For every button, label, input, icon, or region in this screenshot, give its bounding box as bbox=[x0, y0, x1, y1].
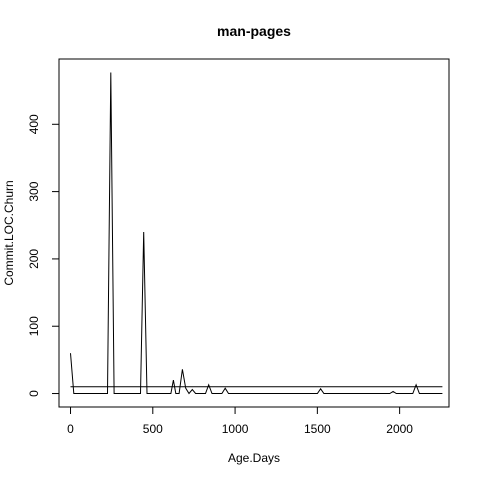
x-tick-label: 0 bbox=[67, 422, 74, 436]
y-tick-label: 0 bbox=[27, 390, 41, 397]
x-axis-label: Age.Days bbox=[228, 451, 280, 465]
y-axis-label: Commit.LOC.Churn bbox=[2, 180, 16, 285]
x-tick-label: 500 bbox=[143, 422, 163, 436]
y-tick-label: 200 bbox=[27, 249, 41, 269]
series-layer bbox=[70, 72, 443, 395]
y-tick-label: 400 bbox=[27, 114, 41, 134]
y-tick-label: 100 bbox=[27, 316, 41, 336]
series-line-churn bbox=[70, 72, 443, 395]
x-tick-label: 1000 bbox=[222, 422, 249, 436]
y-tick-label: 300 bbox=[27, 181, 41, 201]
y-axis: 0 100 200 300 400 bbox=[27, 114, 60, 397]
x-tick-label: 1500 bbox=[304, 422, 331, 436]
x-tick-label: 2000 bbox=[386, 422, 413, 436]
chart-title: man-pages bbox=[217, 23, 291, 39]
x-axis: 0 500 1000 1500 2000 bbox=[67, 406, 413, 436]
